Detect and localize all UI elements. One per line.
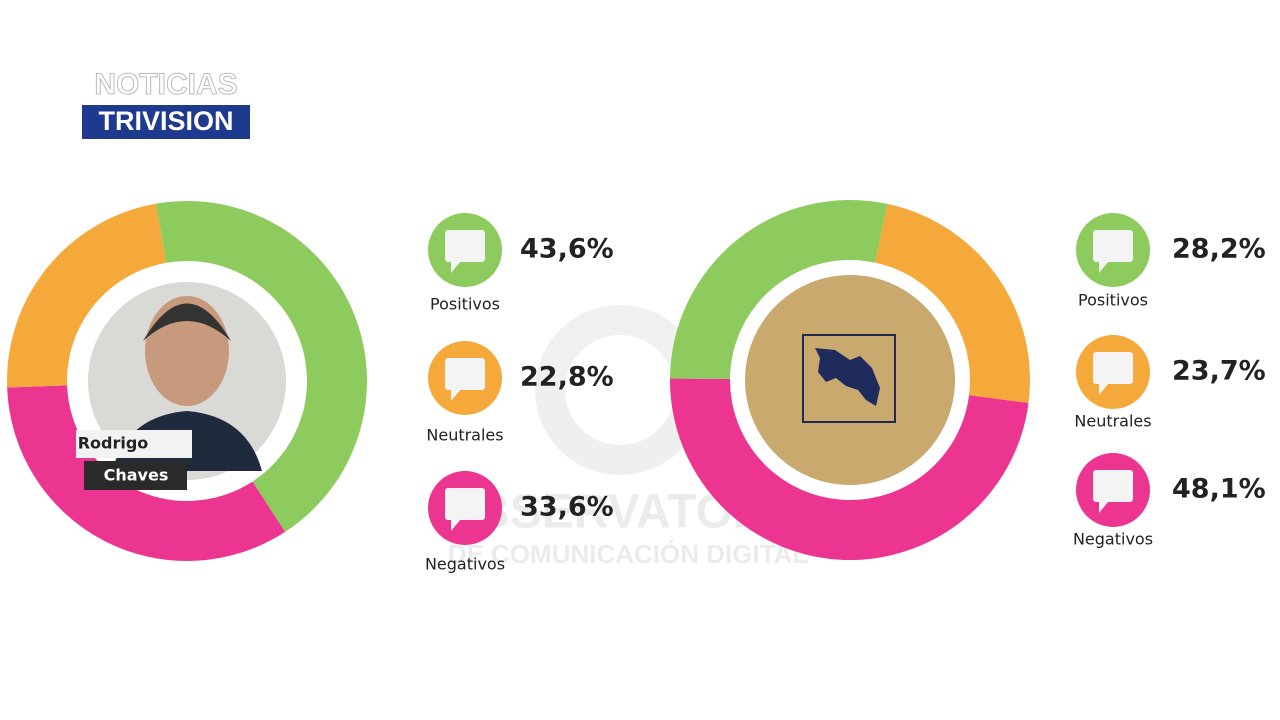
- value-label: 33,6%: [520, 492, 614, 523]
- legend-icon-tail: [1099, 383, 1109, 395]
- legend-icon-bubble: [1093, 352, 1133, 384]
- logo-box: [82, 105, 250, 139]
- emblem-map: [815, 348, 880, 406]
- legend-icon-tail: [1099, 501, 1109, 513]
- legend-label: Negativos: [1073, 530, 1153, 549]
- name-label: Chaves: [104, 466, 169, 485]
- value-label: 43,6%: [520, 234, 614, 265]
- legend-label: Negativos: [425, 555, 505, 574]
- legend-label: Neutrales: [1074, 412, 1151, 431]
- donut-slice: [670, 378, 1029, 561]
- name-tag: [76, 430, 192, 458]
- logo-bottom: TRIVISION: [98, 106, 233, 136]
- donut-slice: [7, 385, 286, 561]
- logo: NOTICIAS TRIVISION: [82, 67, 250, 139]
- name-label: Rodrigo: [78, 434, 149, 453]
- donut-slice: [670, 199, 888, 379]
- legend-icon-tail: [451, 261, 461, 273]
- value-label: 23,7%: [1172, 356, 1266, 387]
- legend-icon-bubble: [445, 230, 485, 262]
- donut-slice: [874, 203, 1030, 403]
- legend-icon-bubble: [445, 488, 485, 520]
- legend-label: Positivos: [1078, 291, 1148, 310]
- value-label: 28,2%: [1172, 234, 1266, 265]
- donut-slice: [155, 201, 367, 532]
- emblem-frame: [802, 334, 896, 423]
- name-tag: [84, 461, 187, 490]
- donut-slice: [6, 203, 167, 388]
- legend-icon-bubble: [445, 358, 485, 390]
- logo-top: NOTICIAS: [94, 68, 237, 101]
- photo-hair: [143, 303, 231, 341]
- legend-label: Positivos: [430, 295, 500, 314]
- legend-icon-tail: [1099, 261, 1109, 273]
- value-label: 22,8%: [520, 362, 614, 393]
- legend-icon-tail: [451, 519, 461, 531]
- watermark-text: DE COMUNICACIÓN DIGITAL: [448, 539, 809, 569]
- legend-icon-tail: [451, 389, 461, 401]
- legend-icon-bubble: [1093, 470, 1133, 502]
- value-label: 48,1%: [1172, 474, 1266, 505]
- legend-icon-bubble: [1093, 230, 1133, 262]
- legend-label: Neutrales: [426, 426, 503, 445]
